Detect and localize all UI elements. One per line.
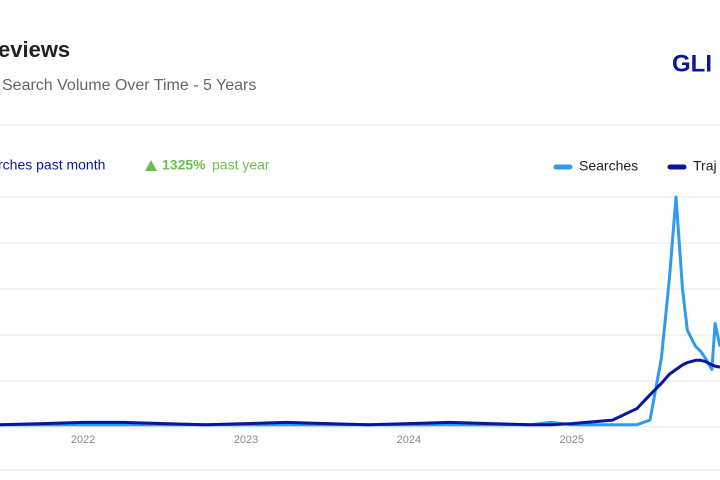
legend-label: Traj <box>693 158 717 174</box>
series-line <box>0 195 720 427</box>
year-stat-value: 1325% <box>162 157 206 173</box>
year-stat-label: past year <box>212 157 270 173</box>
up-arrow <box>145 160 157 171</box>
month-stat: rches past month <box>0 157 105 173</box>
legend: Searches Traj <box>553 158 717 174</box>
series-line <box>0 358 720 427</box>
legend-label: Searches <box>579 158 638 174</box>
plot: 2022 2023 2024 2025 <box>0 195 720 446</box>
x-tick-label: 2022 <box>71 434 95 446</box>
x-tick-label: 2025 <box>560 434 584 446</box>
subtitle: Search Volume Over Time - 5 Years <box>2 77 256 94</box>
brand-logo: GLI <box>672 50 712 77</box>
x-tick-label: 2023 <box>234 434 258 446</box>
x-tick-label: 2024 <box>397 434 421 446</box>
page-title: eviews <box>0 37 70 62</box>
